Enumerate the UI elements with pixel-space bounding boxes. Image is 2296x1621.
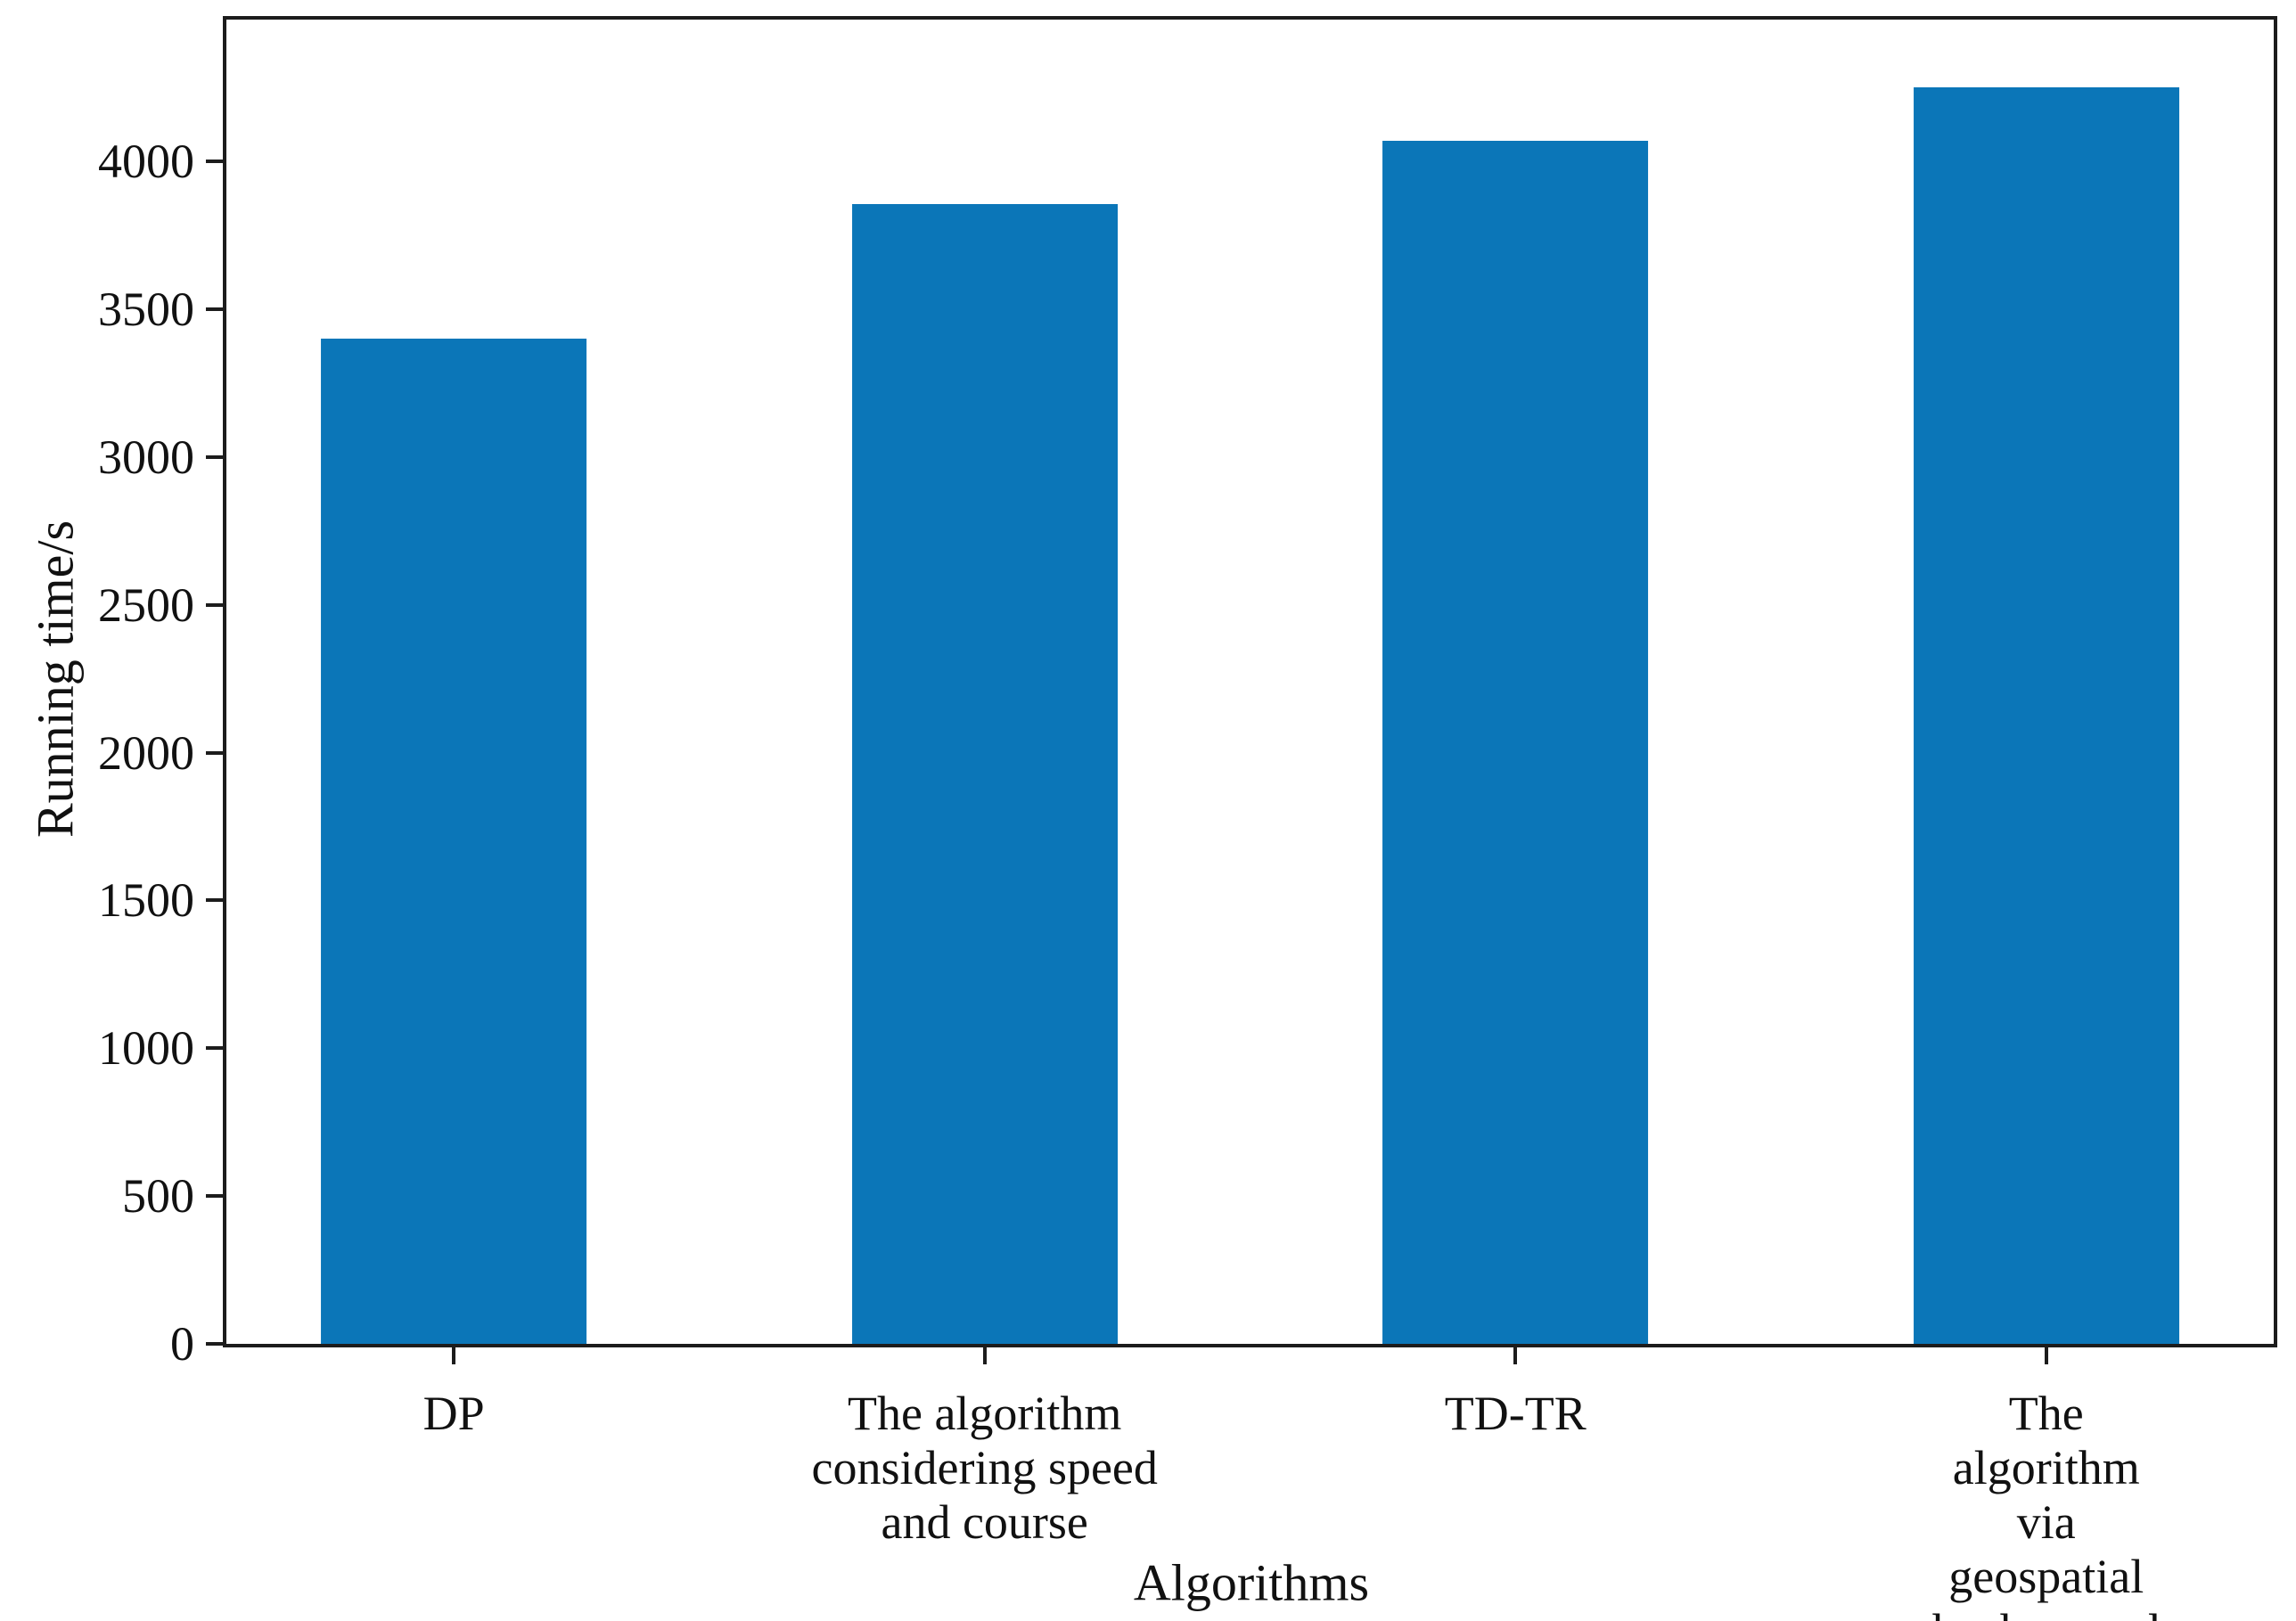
x-category-label: TD-TR (1444, 1387, 1587, 1440)
y-tick-label: 3000 (98, 430, 194, 484)
plot-area: 0 500 1000 1500 2000 2500 3000 3500 4000 DP The a… (98, 16, 2277, 1621)
x-category-label: The algorithm via geospatial background … (1932, 1387, 2160, 1621)
y-tick-label: 500 (122, 1169, 194, 1224)
y-tick-mark (206, 160, 223, 164)
y-tick-label: 2000 (98, 725, 194, 780)
y-tick-mark (206, 454, 223, 459)
y-axis-label: Running time/s (26, 520, 85, 839)
y-tick-label: 1500 (98, 873, 194, 928)
x-category-label: The algorithm considering speed and cour… (811, 1387, 1158, 1550)
x-tick-mark (2044, 1347, 2048, 1364)
y-tick-label: 3500 (98, 282, 194, 337)
x-category-label: DP (422, 1387, 485, 1440)
y-tick-mark (206, 1194, 223, 1199)
bar (1913, 87, 2179, 1344)
y-tick-label: 1000 (98, 1021, 194, 1076)
x-tick-mark (452, 1347, 456, 1364)
x-axis-label: Algorithms (1133, 1553, 1370, 1612)
y-tick-label: 0 (170, 1317, 194, 1371)
y-tick-mark (206, 1342, 223, 1346)
y-tick-mark (206, 307, 223, 312)
y-tick-label: 4000 (98, 135, 194, 189)
y-tick-mark (206, 602, 223, 607)
y-tick-mark (206, 1046, 223, 1051)
bar (1382, 141, 1649, 1344)
bar (851, 204, 1118, 1344)
y-tick-mark (206, 750, 223, 755)
y-tick-mark (206, 898, 223, 903)
x-tick-mark (1513, 1347, 1518, 1364)
bar (321, 339, 587, 1344)
x-tick-mark (982, 1347, 987, 1364)
y-tick-label: 2500 (98, 577, 194, 632)
